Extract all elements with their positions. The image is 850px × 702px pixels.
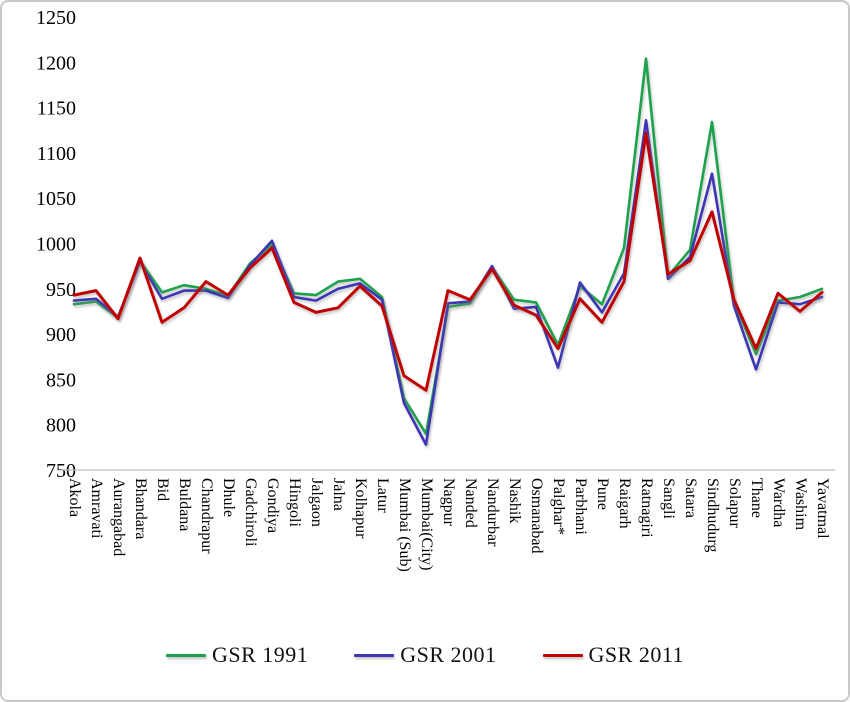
y-axis-tick-label: 1150: [37, 98, 76, 120]
x-axis-label-dhule: Dhule: [220, 478, 237, 517]
legend: GSR 1991 GSR 2001 GSR 2011: [2, 644, 848, 666]
x-axis-label-parbhani: Parbhani: [572, 478, 589, 535]
x-axis-label-kolhapur: Kolhapur: [352, 478, 369, 539]
legend-item-gsr-2011: GSR 2011: [542, 642, 685, 667]
legend-line-swatch-gsr-2011: [542, 653, 583, 657]
y-axis-tick-label: 1050: [36, 188, 76, 210]
x-axis-label-buldana: Buldana: [176, 478, 193, 531]
series-line-gsr-2001: [72, 119, 824, 446]
y-axis-tick-label: 1200: [36, 52, 76, 74]
y-axis-tick-label: 850: [46, 369, 76, 391]
legend-label-gsr-2011: GSR 2011: [588, 642, 685, 667]
x-axis-label-bhandara: Bhandara: [132, 478, 149, 539]
x-axis-label-latur: Latur: [374, 478, 391, 513]
y-axis-tick-label: 1250: [36, 7, 76, 29]
y-axis-tick-labels: 750 800 850 900 950 1000 1050 1100 1150 1200 1250: [36, 7, 76, 482]
x-axis-label-solapur: Solapur: [726, 478, 743, 528]
x-axis-label-palghar-: Palghar*: [550, 478, 567, 535]
x-axis-label-hingoli: Hingoli: [286, 478, 303, 527]
y-axis-tick-label: 900: [46, 324, 76, 346]
legend-line-swatch-gsr-1991: [165, 653, 206, 657]
y-axis-tick-label: 950: [46, 279, 76, 301]
series-line-gsr-1991: [72, 57, 824, 436]
line-chart: 750800850900950100010501100115012001250 …: [36, 7, 835, 572]
x-axis-label-mumbai-city-: Mumbai(City): [418, 478, 435, 570]
legend-item-gsr-1991: GSR 1991: [165, 642, 309, 667]
legend-label-gsr-1991: GSR 1991: [211, 642, 309, 667]
series-lines: [72, 57, 824, 446]
x-axis-label-nanded: Nanded: [462, 478, 479, 528]
y-axis-tick-label: 1000: [36, 234, 76, 256]
x-axis-label-jalna: Jalna: [330, 478, 347, 511]
x-axis-label-nashik: Nashik: [506, 478, 523, 523]
x-axis-label-bid: Bid: [154, 478, 171, 501]
x-axis-label-thane: Thane: [748, 478, 765, 518]
legend-label-gsr-2001: GSR 2001: [400, 642, 497, 667]
x-axis-label-aurangabad: Aurangabad: [110, 478, 127, 556]
x-axis-label-yavatmal: Yavatmal: [814, 478, 831, 539]
x-axis-label-nagpur: Nagpur: [440, 478, 457, 527]
x-axis-label-raigarh: Raigarh: [616, 478, 633, 529]
x-axis-label-nandurbar: Nandurbar: [484, 478, 501, 547]
x-axis-label-washim: Washim: [792, 478, 809, 531]
x-axis-label-ratnagiri: Ratnagiri: [638, 478, 655, 538]
x-axis-label-osmanabad: Osmanabad: [528, 478, 545, 554]
x-axis-label-satara: Satara: [682, 478, 699, 518]
x-axis-label-mumbai-sub-: Mumbai (Sub): [396, 478, 413, 572]
x-axis-label-sangli: Sangli: [660, 478, 677, 519]
x-axis-label-gondiya: Gondiya: [264, 478, 281, 533]
y-axis-tick-label: 750: [46, 460, 76, 482]
x-axis-label-pune: Pune: [594, 478, 611, 510]
x-axis-label-chandrapur: Chandrapur: [198, 478, 215, 554]
x-axis-label-akola: Akola: [66, 478, 83, 517]
y-axis-tick-label: 800: [46, 415, 76, 437]
legend-line-swatch-gsr-2001: [354, 653, 395, 657]
x-axis-label-jalgaon: Jalgaon: [308, 478, 325, 527]
x-axis-label-amravati: Amravati: [88, 478, 105, 539]
series-line-gsr-2011: [72, 131, 824, 392]
x-axis-label-wardha: Wardha: [770, 478, 787, 527]
x-axis-label-gadchiroli: Gadchiroli: [242, 478, 259, 547]
x-axis-label-sindhudurg: Sindhudurg: [704, 478, 721, 552]
legend-item-gsr-2001: GSR 2001: [354, 644, 496, 666]
y-axis-tick-label: 1100: [37, 143, 76, 165]
x-axis-labels: Akola Amravati Aurangabad Bhandara Bid Buldan…: [66, 478, 831, 572]
